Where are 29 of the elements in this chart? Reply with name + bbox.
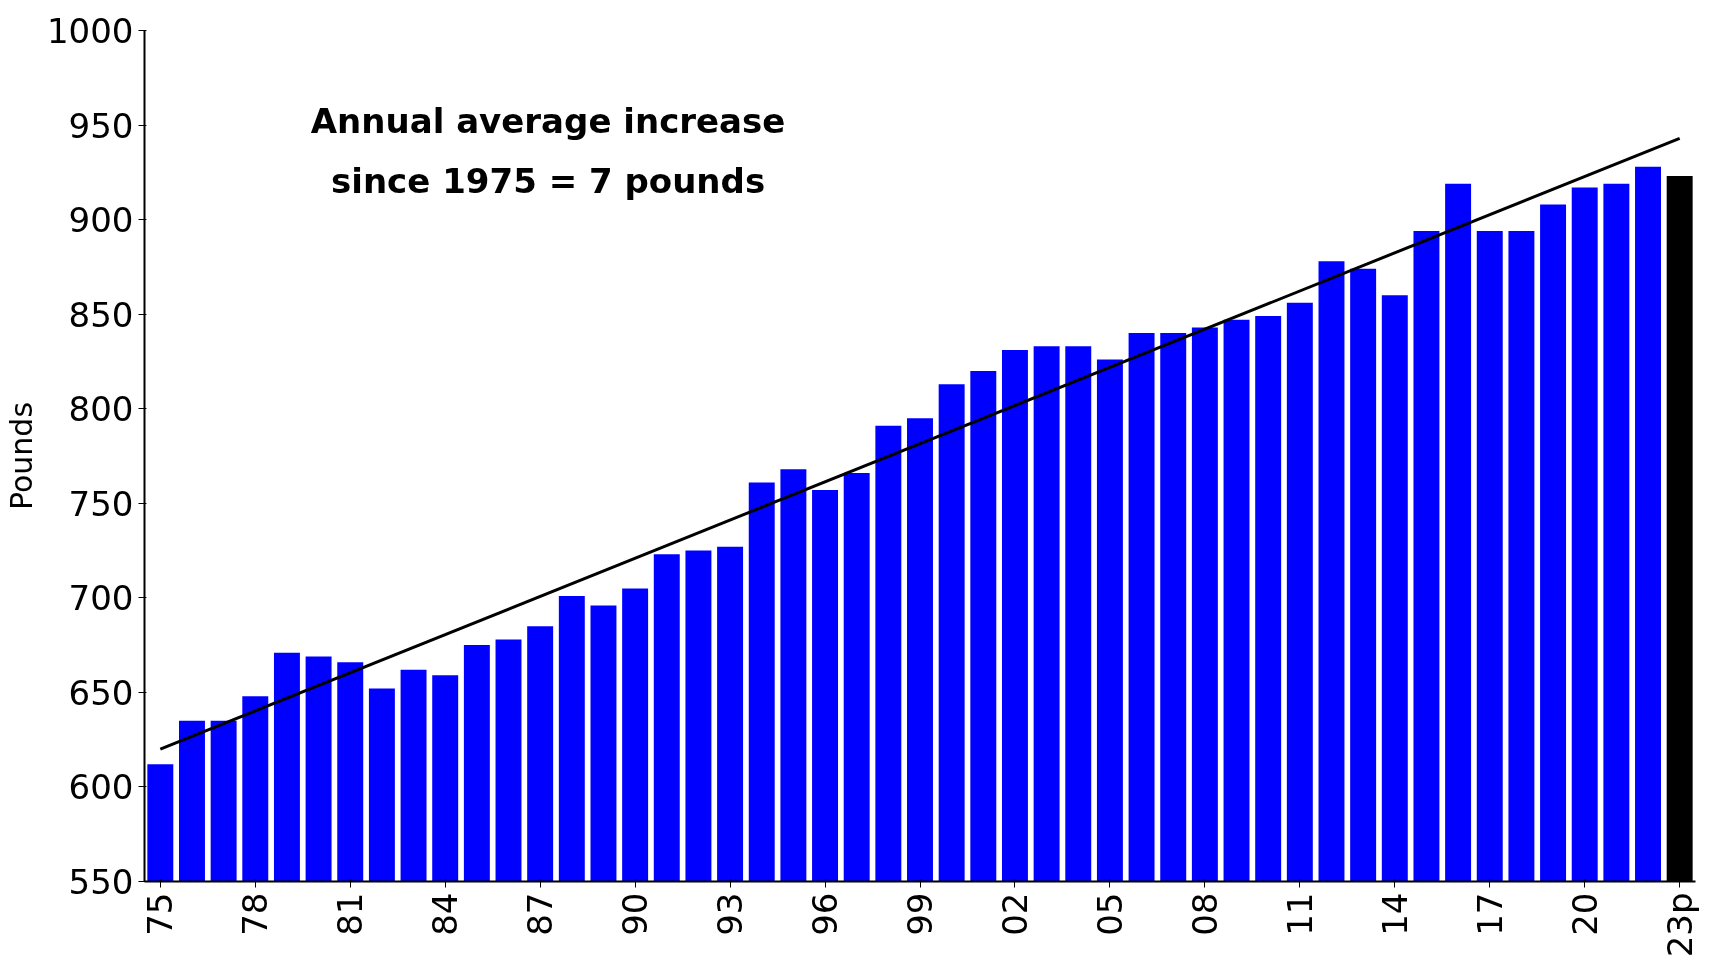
- x-tick-label: 23p: [1659, 892, 1700, 958]
- x-tick-label: 81: [330, 892, 371, 936]
- x-tick-label: 84: [425, 892, 466, 936]
- x-tick-label: 14: [1374, 892, 1415, 936]
- x-tick-label: 78: [235, 892, 276, 936]
- x-tick-label: 87: [520, 892, 561, 936]
- x-tick-label: 93: [710, 892, 751, 936]
- y-tick-label: 750: [68, 483, 134, 524]
- x-tick-label: 96: [805, 892, 846, 936]
- y-axis-title: Pounds: [3, 401, 39, 511]
- y-tick-label: 700: [68, 578, 134, 619]
- x-tick-label: 11: [1279, 892, 1320, 936]
- y-tick-label: 550: [68, 862, 134, 902]
- y-tick-label: 950: [68, 105, 134, 146]
- x-tick-label: 90: [615, 892, 656, 936]
- x-tick-label: 02: [994, 892, 1035, 936]
- y-tick-label: 800: [68, 389, 134, 430]
- y-tick-label: 650: [68, 672, 134, 713]
- x-tick-label: 05: [1089, 892, 1130, 936]
- x-tick-label: 99: [900, 892, 940, 936]
- y-tick-label: 1000: [46, 11, 134, 51]
- x-tick-label: 17: [1469, 892, 1510, 936]
- y-tick-label: 900: [68, 200, 134, 241]
- x-tick-label: 08: [1184, 892, 1225, 936]
- y-tick-label: 600: [68, 767, 134, 808]
- x-tick-label: 75: [140, 892, 181, 936]
- annotation: Annual average increase since 1975 = 7 pounds: [310, 101, 786, 201]
- y-tick-label: 850: [68, 294, 134, 335]
- x-tick-label: 20: [1564, 892, 1605, 936]
